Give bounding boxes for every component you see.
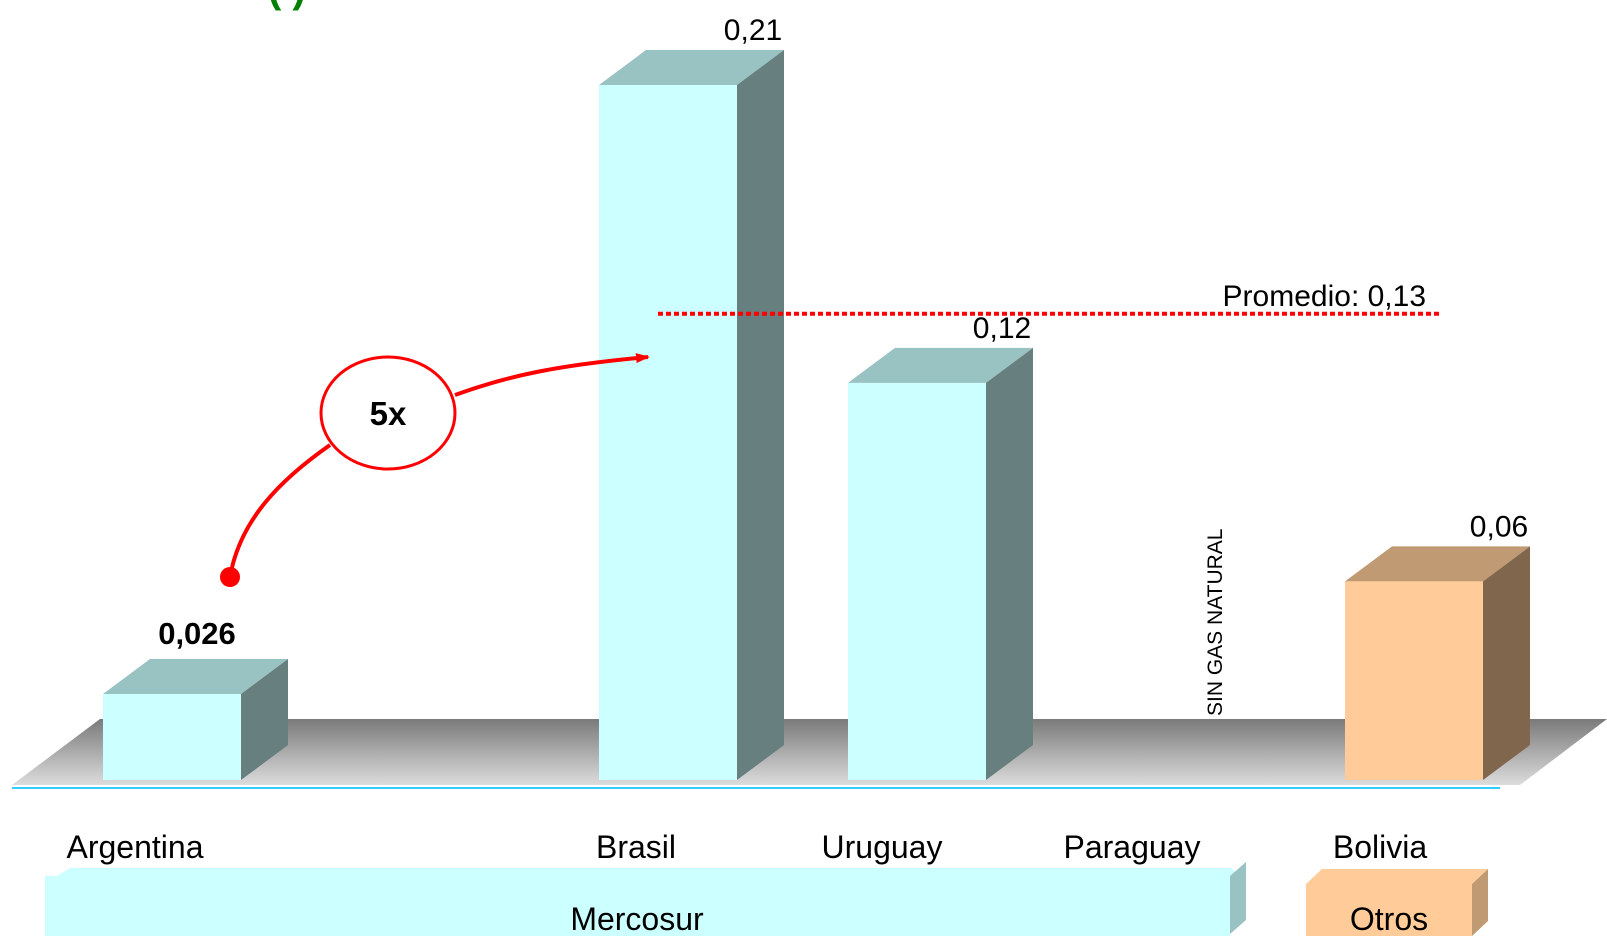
- no-data-note: SIN GAS NATURAL: [1204, 529, 1227, 716]
- bar-uruguay-top: [848, 347, 1033, 383]
- category-label-paraguay: Paraguay: [1064, 829, 1201, 865]
- group-mercosur-side: [1230, 862, 1246, 934]
- bar-argentina: [103, 658, 288, 780]
- category-labels: Argentina Brasil Uruguay Paraguay Bolivia: [67, 829, 1428, 865]
- category-label-bolivia: Bolivia: [1333, 829, 1427, 865]
- bar-bolivia: [1345, 546, 1530, 780]
- category-label-uruguay: Uruguay: [822, 829, 943, 865]
- annotation-curve-lower: [228, 443, 332, 578]
- value-label-argentina: 0,026: [158, 616, 236, 651]
- bar-bolivia-side: [1483, 546, 1530, 780]
- annotation-start-dot: [220, 567, 240, 587]
- value-label-brasil: 0,21: [724, 14, 782, 47]
- group-mercosur-top: [57, 868, 1243, 876]
- annotation-ellipse: [319, 355, 457, 471]
- bar-uruguay: [848, 347, 1033, 780]
- bar-argentina-top: [103, 658, 288, 694]
- group-mercosur: Mercosur: [45, 862, 1246, 936]
- group-otros: Otros: [1306, 869, 1488, 936]
- group-otros-side: [1472, 869, 1488, 936]
- group-otros-box: [1306, 884, 1472, 936]
- value-label-bolivia: 0,06: [1470, 510, 1528, 543]
- annotation-text: 5x: [370, 395, 407, 432]
- group-otros-label: Otros: [1350, 901, 1428, 936]
- bars-layer: 0,026 0,21 0,12 0,06: [103, 14, 1530, 780]
- category-label-brasil: Brasil: [596, 829, 676, 865]
- bar-brasil-top: [599, 50, 784, 85]
- group-mercosur-box: [45, 876, 1230, 936]
- bar-argentina-side: [241, 658, 288, 780]
- group-mercosur-label: Mercosur: [570, 901, 704, 936]
- bar-brasil: [599, 50, 784, 780]
- bar-brasil-front: [599, 85, 737, 780]
- bar-uruguay-side: [986, 347, 1033, 780]
- bar-argentina-front: [103, 693, 241, 780]
- chart-floor: [12, 719, 1607, 785]
- bar-bolivia-front: [1345, 581, 1483, 780]
- chart-title-fragment: ( ): [268, 0, 306, 11]
- annotation-arrow: [454, 353, 650, 397]
- bar-brasil-side: [737, 50, 784, 780]
- average-label: Promedio: 0,13: [1223, 280, 1426, 313]
- bar-uruguay-front: [848, 382, 986, 780]
- bar-bolivia-top: [1345, 546, 1530, 582]
- value-label-uruguay: 0,12: [973, 312, 1031, 345]
- category-label-argentina: Argentina: [67, 829, 204, 865]
- group-otros-top: [1306, 869, 1488, 884]
